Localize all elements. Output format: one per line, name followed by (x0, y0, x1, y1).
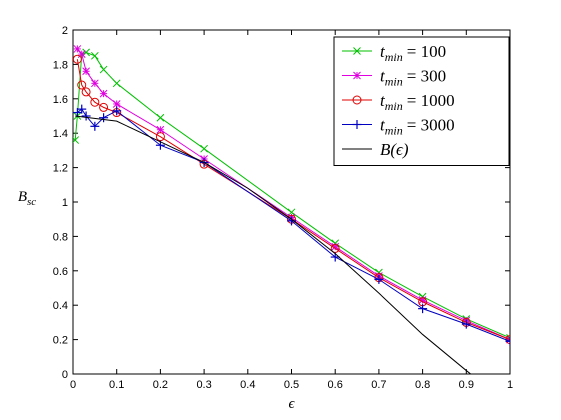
data-point (82, 48, 90, 57)
data-point (99, 65, 108, 74)
x-tick-label: 0.1 (109, 379, 124, 391)
y-axis-label: Bsc (18, 189, 36, 208)
data-point (418, 304, 428, 314)
x-tick-label: 0.3 (196, 379, 211, 391)
x-tick-label: 0.5 (284, 379, 299, 391)
x-tick-label: 0.4 (240, 379, 255, 391)
legend-swatch-marker (352, 95, 362, 105)
legend-label-value: = 3000 (407, 116, 455, 135)
x-tick-label: 0.2 (153, 379, 168, 391)
x-tick-label: 0.9 (459, 379, 474, 391)
data-point (82, 67, 90, 76)
legend-entry: tmin = 100 (342, 42, 446, 64)
series-layer (73, 45, 510, 374)
legend-box (333, 36, 510, 166)
y-tick-label: 0.4 (53, 300, 68, 312)
legend-entry: tmin = 1000 (342, 91, 455, 113)
legend-swatch-marker (353, 47, 361, 55)
y-tick-label: 0.6 (53, 266, 68, 278)
data-point (90, 79, 99, 88)
legend-label: tmin = 3000 (380, 116, 455, 138)
data-point (90, 97, 100, 107)
y-tick-label: 0.2 (53, 335, 68, 347)
y-axis-label-subscript: sc (27, 196, 36, 208)
data-point (112, 106, 122, 116)
data-point (330, 243, 340, 253)
legend-label-subscript: min (385, 75, 403, 89)
data-point (73, 45, 82, 53)
legend-label-var: t (380, 67, 386, 86)
legend-label-var: t (380, 91, 386, 110)
legend-label: tmin = 1000 (380, 91, 455, 113)
legend-label-subscript: min (385, 50, 403, 64)
y-tick-label: 1.4 (53, 128, 68, 140)
data-point (505, 336, 510, 346)
data-point (461, 319, 471, 329)
data-point (374, 274, 384, 284)
x-tick-label: 0.6 (328, 379, 343, 391)
series-4 (75, 115, 472, 374)
data-point (77, 104, 87, 114)
series-line (75, 115, 472, 374)
x-tick-label: 0.8 (415, 379, 430, 391)
data-point (90, 121, 100, 131)
legend-label-subscript: min (385, 99, 403, 113)
y-tick-label: 2 (62, 25, 68, 37)
legend-entry: B(ϵ) (342, 140, 409, 159)
data-point (287, 216, 296, 226)
data-point (73, 54, 82, 64)
legend-label-var: t (380, 116, 386, 135)
legend-label: B(ϵ) (380, 140, 409, 159)
legend-swatch-marker (352, 120, 362, 129)
legend-label-subscript: min (385, 124, 403, 138)
x-tick-label: 0 (70, 379, 76, 391)
y-tick-label: 1.2 (53, 163, 68, 175)
legend-entry: tmin = 3000 (342, 116, 455, 138)
x-axis-label: ϵ (288, 396, 295, 412)
legend-label: tmin = 100 (380, 42, 446, 64)
data-point (90, 51, 99, 60)
data-point (155, 132, 165, 142)
x-tick-label: 1 (507, 379, 513, 391)
y-tick-label: 1.8 (53, 59, 68, 71)
axis-tick-labels: 0 0.1 0.2 0.3 0.4 0.5 0.6 0.7 0.8 0.9 1 0 0.2 0.4 0.6 0… (53, 25, 513, 391)
data-point (99, 89, 108, 98)
y-tick-label: 0.8 (53, 231, 68, 243)
legend-label-var: t (380, 42, 386, 61)
legend-entry: tmin = 300 (342, 67, 446, 89)
data-point (200, 144, 208, 153)
data-point (77, 50, 86, 58)
data-point (81, 111, 91, 121)
legend-label-text: B(ϵ) (380, 140, 409, 159)
data-point (156, 113, 165, 122)
data-point (156, 125, 165, 134)
legend-label-value: = 1000 (407, 91, 455, 110)
data-point (77, 80, 87, 90)
legend-label-value: = 100 (407, 42, 446, 61)
x-tick-label: 0.7 (371, 379, 386, 391)
legend-label: tmin = 300 (380, 67, 446, 89)
data-point (99, 102, 109, 112)
y-tick-label: 1 (62, 197, 68, 209)
data-point (81, 87, 91, 97)
data-point (99, 113, 109, 123)
data-point (73, 136, 80, 144)
data-point (112, 100, 121, 108)
y-tick-label: 0 (62, 369, 68, 381)
series-line (76, 59, 510, 341)
legend-label-value: = 300 (407, 67, 446, 86)
y-tick-label: 1.6 (53, 94, 68, 106)
data-point (112, 79, 121, 88)
legend-swatch-marker (353, 71, 361, 80)
data-point (506, 335, 510, 344)
y-axis-label-main: B (18, 189, 27, 205)
